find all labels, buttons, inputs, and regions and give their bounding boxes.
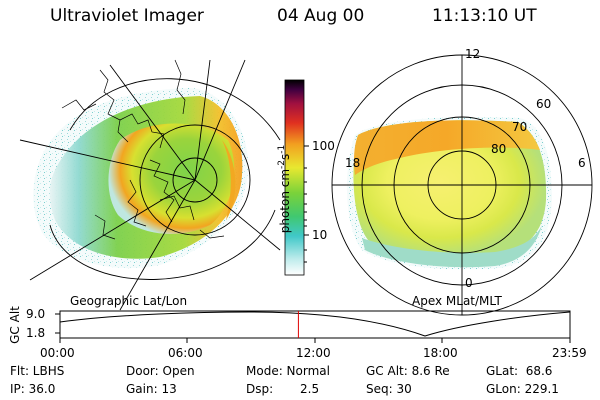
altitude-plot xyxy=(55,310,571,343)
altitude-ytick-1-8: 1.8 xyxy=(26,326,46,340)
info-dsp-label: Dsp: xyxy=(246,382,274,396)
altitude-curve xyxy=(59,311,571,337)
altitude-ytick-9: 9.0 xyxy=(26,307,46,321)
info-seq: Seq: 30 xyxy=(366,382,412,396)
colorbar-tick-10: 10 xyxy=(312,228,328,242)
info-dsp-value: 2.5 xyxy=(300,382,320,396)
apex-image xyxy=(331,54,593,316)
altitude-xtick-0000: 00:00 xyxy=(40,346,75,360)
apex-mlt-12: 12 xyxy=(465,47,481,61)
colorbar-ticks xyxy=(304,145,309,263)
colorbar-unit-exp2: -1 xyxy=(277,144,287,154)
apex-panel-label: Apex MLat/MLT xyxy=(412,294,502,308)
altitude-xtick-2359: 23:59 xyxy=(552,346,587,360)
geographic-panel-label: Geographic Lat/Lon xyxy=(70,294,188,308)
colorbar-unit-s: s xyxy=(278,153,292,160)
app-title: Ultraviolet Imager xyxy=(50,6,204,26)
info-door: Door: Open xyxy=(126,364,195,378)
image-time: 11:13:10 UT xyxy=(432,6,537,26)
colorbar-unit-exp1: -2 xyxy=(277,159,287,169)
apex-mlt-0: 0 xyxy=(465,276,473,290)
info-mode: Mode: Normal xyxy=(246,364,330,378)
apex-lat-70: 70 xyxy=(512,120,528,134)
colorbar-unit-text: photon cm xyxy=(278,168,292,234)
info-filter: Flt: LBHS xyxy=(10,364,65,378)
colorbar-gradient xyxy=(284,79,305,276)
info-ip: IP: 36.0 xyxy=(10,382,56,396)
altitude-xtick-1800: 18:00 xyxy=(423,346,458,360)
colorbar-unit-label: photon cm-2s-1 xyxy=(277,89,292,289)
apex-mlt-18: 18 xyxy=(345,156,361,170)
altitude-xtick-1200: 12:00 xyxy=(296,346,331,360)
image-date: 04 Aug 00 xyxy=(277,6,365,26)
apex-lat-80: 80 xyxy=(491,142,507,156)
altitude-ylabel: GC Alt xyxy=(8,306,22,344)
apex-mlt-6: 6 xyxy=(578,156,586,170)
apex-lat-60: 60 xyxy=(536,97,552,111)
geographic-image xyxy=(19,59,281,311)
info-gain: Gain: 13 xyxy=(126,382,177,396)
info-glon: GLon: 229.1 xyxy=(486,382,559,396)
info-glat: GLat: 68.6 xyxy=(486,364,553,378)
colorbar-tick-100: 100 xyxy=(312,139,335,153)
altitude-xtick-0600: 06:00 xyxy=(168,346,203,360)
info-gc-alt: GC Alt: 8.6 Re xyxy=(366,364,450,378)
